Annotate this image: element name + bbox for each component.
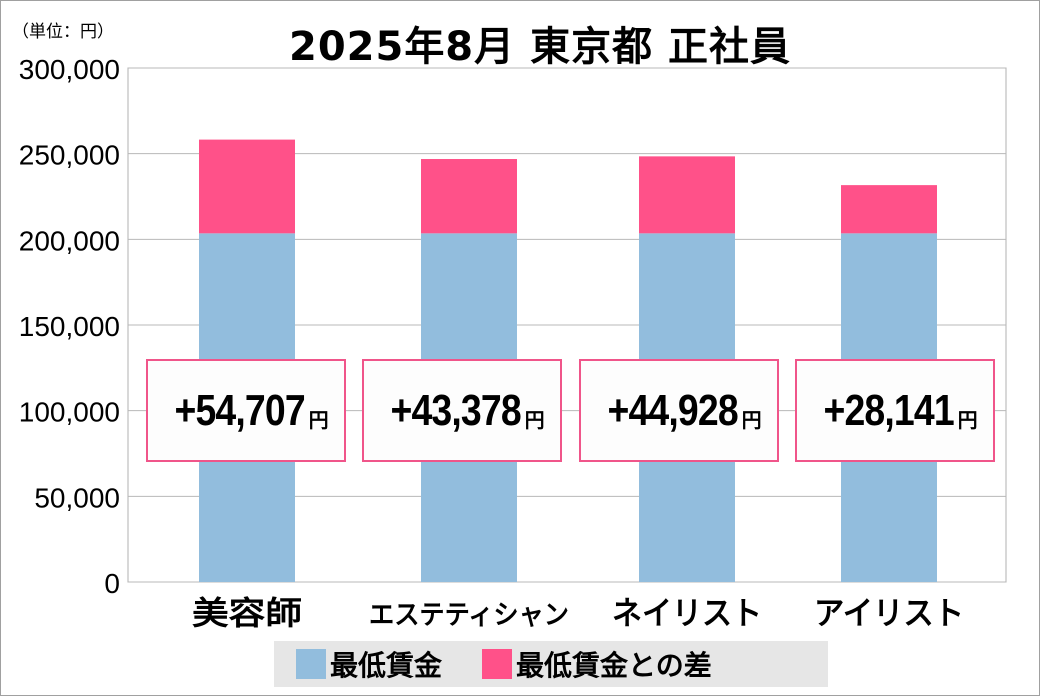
- legend-item-minimum-wage: 最低賃金: [296, 644, 442, 684]
- legend-swatch: [482, 649, 513, 679]
- data-label: +54,707 円: [146, 359, 346, 462]
- x-tick-label: エステティシャン: [369, 600, 569, 631]
- y-tick-label: 150,000: [19, 311, 120, 342]
- bar-difference: [421, 159, 517, 234]
- y-tick-label: 200,000: [19, 225, 120, 256]
- y-tick-label: 250,000: [19, 140, 120, 171]
- legend-swatch: [296, 649, 326, 679]
- data-label-value: +43,378: [390, 385, 522, 435]
- chart-title: 2025年8月 東京都 正社員: [288, 24, 791, 70]
- y-tick-label: 50,000: [34, 482, 120, 513]
- bar-difference: [841, 185, 937, 234]
- data-label-unit: 円: [957, 408, 978, 432]
- data-label-value: +28,141: [823, 385, 955, 435]
- data-label: +28,141 円: [795, 359, 995, 462]
- data-label-unit: 円: [308, 408, 329, 432]
- bar-difference: [199, 139, 295, 234]
- y-tick-label: 300,000: [19, 54, 120, 85]
- data-label: +43,378 円: [362, 359, 562, 462]
- data-label: +44,928 円: [579, 359, 779, 462]
- data-label-value: +44,928: [607, 385, 739, 435]
- x-tick-label: 美容師: [192, 594, 302, 632]
- x-tick-label: アイリスト: [814, 594, 964, 632]
- data-label-unit: 円: [524, 408, 545, 432]
- bar-difference: [639, 156, 735, 234]
- data-label-unit: 円: [741, 408, 762, 432]
- legend-item-difference: 最低賃金との差: [482, 644, 712, 684]
- y-tick-label: 0: [104, 568, 120, 599]
- legend: 最低賃金 最低賃金との差: [274, 641, 828, 687]
- legend-label: 最低賃金: [330, 649, 443, 682]
- unit-label: （単位：円）: [12, 22, 114, 42]
- legend-label: 最低賃金との差: [516, 649, 712, 682]
- y-tick-label: 100,000: [19, 397, 120, 428]
- x-tick-label: ネイリスト: [612, 594, 762, 632]
- data-label-value: +54,707: [174, 385, 306, 435]
